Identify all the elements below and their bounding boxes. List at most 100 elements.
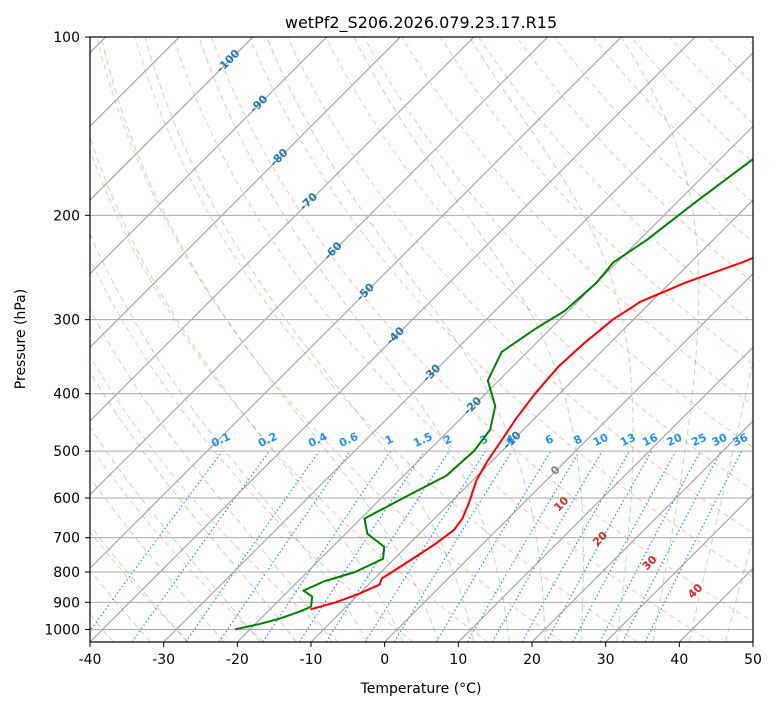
mixing-ratio-line xyxy=(298,450,425,642)
dry-adiabat xyxy=(90,445,264,642)
mixing-ratio-label: 25 xyxy=(689,431,708,449)
x-tick-label: 10 xyxy=(449,652,467,668)
moist-adiabat xyxy=(688,358,753,642)
moist-adiabat-label: 10 xyxy=(551,494,571,514)
mixing-ratio-line xyxy=(572,450,677,642)
x-tick-label: 20 xyxy=(523,652,541,668)
plot-frame xyxy=(89,36,754,643)
dry-adiabat xyxy=(669,37,753,124)
mixing-ratio-label: 0.1 xyxy=(209,430,232,450)
dry-adiabat xyxy=(90,258,414,642)
dry-adiabat xyxy=(707,37,753,85)
dry-adiabat xyxy=(134,37,638,642)
isotherm-line xyxy=(90,37,401,349)
mixing-ratio-line xyxy=(393,450,513,642)
x-tick-label: 50 xyxy=(744,652,762,668)
mixing-ratio-line xyxy=(435,450,552,642)
isotherm-line xyxy=(310,199,753,642)
mixing-ratio-line xyxy=(644,450,743,642)
isotherm-line xyxy=(457,346,753,642)
moist-adiabat xyxy=(90,232,369,642)
y-tick-label: 900 xyxy=(53,595,80,611)
moist-adiabat-label: 40 xyxy=(685,581,705,601)
isotherm-line xyxy=(384,272,753,642)
dry-adiabat xyxy=(630,37,753,164)
isotherm-line xyxy=(531,420,753,642)
y-tick-label: 600 xyxy=(53,491,80,507)
mixing-ratio-label: 2 xyxy=(442,432,454,447)
x-tick-label: -30 xyxy=(152,652,175,668)
mixing-ratio-label: 30 xyxy=(710,431,730,449)
isotherm-line xyxy=(90,37,622,570)
moist-adiabat-label: 30 xyxy=(640,553,660,573)
mixing-ratio-label: 0.6 xyxy=(337,430,360,450)
isotherm-line xyxy=(90,37,328,275)
moist-adiabat xyxy=(90,135,404,642)
moist-adiabat-label: 20 xyxy=(590,529,610,549)
mixing-ratio-label: 20 xyxy=(665,431,685,449)
y-tick-label: 1000 xyxy=(44,622,80,638)
y-tick-label: 100 xyxy=(53,30,80,46)
moist-adiabat xyxy=(144,37,475,642)
moist-adiabat xyxy=(90,426,261,642)
dry-adiabat xyxy=(249,37,753,578)
mixing-ratio-label: 8 xyxy=(572,432,584,447)
moist-adiabat xyxy=(100,37,439,642)
dry-adiabat xyxy=(592,37,753,204)
moist-adiabat xyxy=(469,37,634,642)
isotherm-line xyxy=(90,37,696,642)
mixing-ratio-label: 13 xyxy=(618,431,637,449)
x-tick-label: -20 xyxy=(226,652,249,668)
dry-adiabat xyxy=(210,37,753,623)
dry-adiabat xyxy=(363,37,753,448)
dry-adiabat xyxy=(90,530,190,642)
moist-adiabat xyxy=(90,370,297,642)
dry-adiabat xyxy=(401,37,753,407)
y-tick-label: 200 xyxy=(53,208,80,224)
mixing-ratio-line xyxy=(545,450,653,642)
mixing-ratio-label: 6 xyxy=(543,432,556,447)
dry-adiabat xyxy=(439,37,753,365)
dry-adiabat xyxy=(745,37,753,46)
moist-adiabat xyxy=(620,37,700,642)
dry-adiabat xyxy=(287,37,753,534)
mixing-ratio-line xyxy=(599,450,702,642)
x-tick-label: 30 xyxy=(597,652,615,668)
moist-adiabat xyxy=(353,37,584,642)
mixing-ratio-line xyxy=(521,450,631,642)
x-tick-label: 40 xyxy=(670,652,688,668)
mixing-ratio-label: 0.4 xyxy=(306,430,329,450)
isotherm-line xyxy=(236,125,753,642)
moist-adiabat xyxy=(90,308,333,642)
mixing-ratio-line xyxy=(325,450,450,642)
isotherm-line xyxy=(163,51,753,642)
mixing-ratio-line xyxy=(90,450,223,632)
x-tick-label: -40 xyxy=(79,652,102,668)
chart-title: wetPf2_S206.2026.079.23.17.R15 xyxy=(285,13,557,33)
isotherm-line xyxy=(90,37,254,201)
mixing-ratio-line xyxy=(185,450,320,642)
dewpoint-profile xyxy=(234,157,753,631)
isotherm-line xyxy=(90,37,549,496)
moist-adiabat xyxy=(90,476,225,642)
mixing-ratio-label: 0.2 xyxy=(256,430,279,450)
mixing-ratio-label: 1 xyxy=(383,432,395,447)
axes: -40 -30 -20 -10 0 10 20 30 40 5010020030040050060… xyxy=(44,30,762,668)
y-axis-title: Pressure (hPa) xyxy=(13,289,29,389)
y-tick-label: 400 xyxy=(53,387,80,403)
isotherm-line xyxy=(605,493,753,642)
plot-area: -100-90-80-70-60-50-40-30-20-1000.1 0.2 0.… xyxy=(90,37,753,642)
mixing-ratio-line xyxy=(262,450,392,642)
x-tick-label: 0 xyxy=(380,652,389,668)
dry-adiabat xyxy=(325,37,753,491)
mixing-ratio-label: 36 xyxy=(731,431,751,449)
moist-adiabat xyxy=(90,569,151,642)
moist-adiabat xyxy=(198,37,510,642)
temperature-profile xyxy=(310,256,753,611)
mixing-ratio-line xyxy=(131,450,270,642)
y-tick-label: 500 xyxy=(53,444,80,460)
y-tick-label: 800 xyxy=(53,565,80,581)
mixing-ratio-line xyxy=(218,450,351,642)
moist-adiabat xyxy=(90,524,188,642)
